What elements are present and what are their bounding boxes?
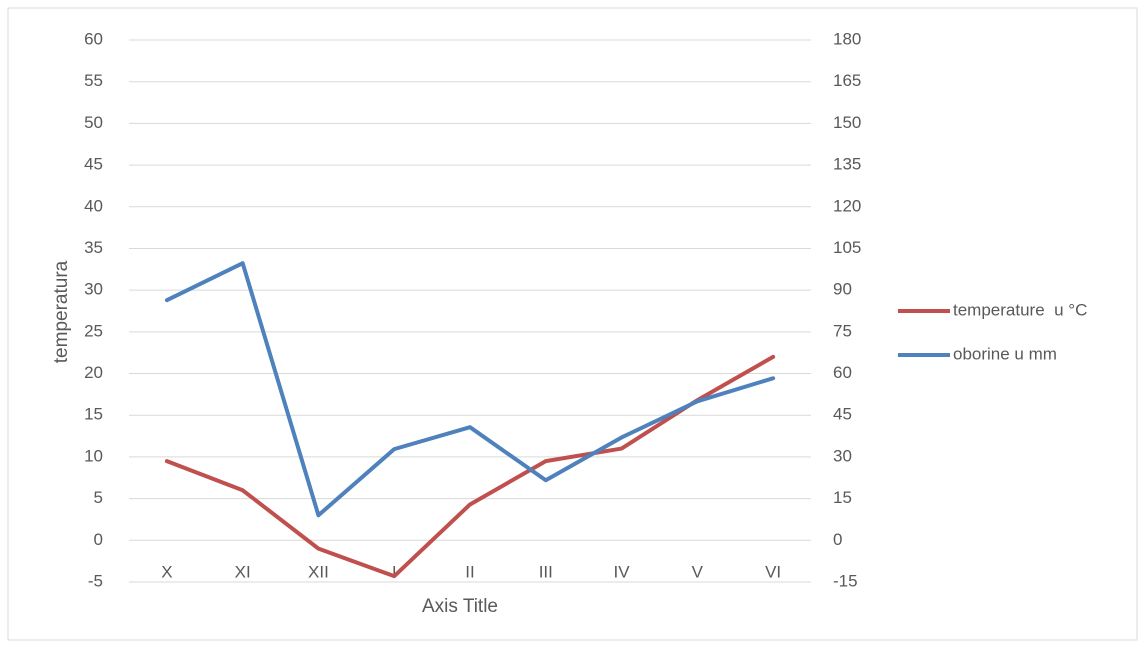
- y2-tick-label: 30: [833, 446, 852, 465]
- y2-tick-label: 60: [833, 363, 852, 382]
- x-tick-label: IV: [614, 562, 631, 581]
- legend-label: temperature u °C: [953, 300, 1087, 319]
- y-tick-label: 25: [84, 321, 103, 340]
- x-tick-label: III: [539, 562, 553, 581]
- y2-tick-label: 0: [833, 530, 842, 549]
- series-line: [164, 354, 776, 579]
- y2-tick-label: 150: [833, 113, 861, 132]
- y2-tick-label: 165: [833, 71, 861, 90]
- y-tick-label: 35: [84, 238, 103, 257]
- y-tick-label: 0: [94, 530, 103, 549]
- y-tick-label: 55: [84, 71, 103, 90]
- y2-tick-label: 75: [833, 321, 852, 340]
- y2-tick-label: 120: [833, 196, 861, 215]
- y-tick-label: 10: [84, 446, 103, 465]
- y-tick-label: -5: [88, 571, 103, 590]
- legend-label: oborine u mm: [953, 344, 1057, 363]
- x-axis-title: Axis Title: [422, 596, 498, 617]
- x-tick-label: X: [161, 562, 172, 581]
- y2-tick-label: 15: [833, 488, 852, 507]
- y2-tick-label: 45: [833, 405, 852, 424]
- x-tick-label: XI: [235, 562, 251, 581]
- y-tick-label: 40: [84, 196, 103, 215]
- x-tick-label: II: [465, 562, 474, 581]
- y-tick-label: 60: [84, 29, 103, 48]
- y2-tick-label: 90: [833, 280, 852, 299]
- y-tick-label: 15: [84, 405, 103, 424]
- x-tick-label: I: [392, 562, 397, 581]
- y2-tick-label: -15: [833, 571, 858, 590]
- y-tick-label: 30: [84, 280, 103, 299]
- x-tick-label: VI: [765, 562, 781, 581]
- x-tick-label: XII: [308, 562, 329, 581]
- y-tick-label: 20: [84, 363, 103, 382]
- y-axis-title: temperatura: [51, 260, 72, 363]
- x-tick-label: V: [692, 562, 704, 581]
- y2-tick-label: 180: [833, 29, 861, 48]
- y-tick-label: 45: [84, 155, 103, 174]
- y2-tick-label: 135: [833, 155, 861, 174]
- y2-tick-label: 105: [833, 238, 861, 257]
- chart-border: [7, 7, 1138, 641]
- y-tick-label: 50: [84, 113, 103, 132]
- series-line: [164, 261, 776, 518]
- y-tick-label: 5: [94, 488, 103, 507]
